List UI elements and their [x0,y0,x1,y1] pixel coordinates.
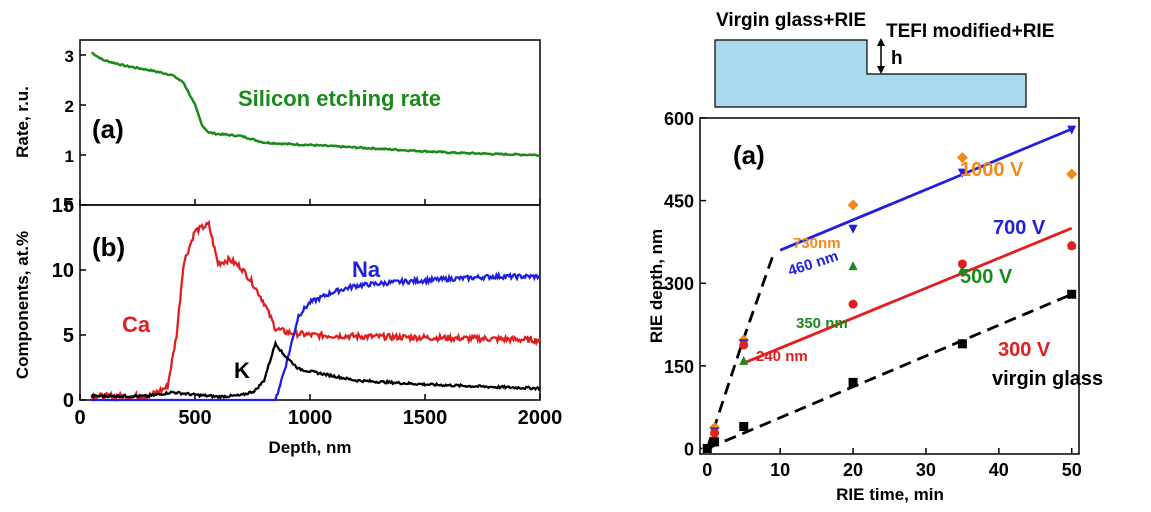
annotation-8: 240 nm [756,348,808,365]
rate-panel: 0 1 2 3 Rate, r.u. (a) Silicon etching rate [13,39,541,216]
annotation-2: 500 V [960,266,1013,288]
fit-line-2 [706,293,1073,450]
marker-triangle-down [848,224,858,234]
series-label-k: K [234,358,250,383]
x-tick-label: 20 [843,460,863,480]
x-tick-label: 1000 [288,407,333,429]
schematic-right-label: TEFI modified+RIE [886,21,1054,42]
marker-triangle-up [957,264,967,274]
marker-square [848,377,858,387]
annotation-7: 350 nm [796,315,848,332]
x-tick-label: 10 [770,460,790,480]
glass-block [714,39,1027,108]
y-tick-label: 0 [65,197,74,216]
annotation-4: virgin glass [992,368,1103,390]
arrow-head-up [877,38,885,46]
x-tick-label: 1500 [403,407,448,429]
arrow-head-down [877,66,885,74]
marker-diamond [847,199,859,211]
series-label-ca: Ca [122,312,151,337]
marker-triangle-down [1067,125,1077,135]
y-tick-label: 0 [684,439,694,459]
y-tick-label: 150 [664,357,694,377]
y-axis-label: RIE depth, nm [647,229,666,343]
fit-line-1 [743,226,1073,365]
panel-label: (a) [733,140,765,170]
y-tick-label: 3 [65,47,74,66]
marker-triangle-up [739,355,749,365]
marker-diamond [956,152,968,164]
x-axis-label: Depth, nm [268,438,351,457]
x-tick-label: 0 [74,407,85,429]
annotation-0: 1000 V [960,159,1024,181]
rie-depth-panel: 0 150 300 450 600 0 10 20 30 40 50 RIE depth, nm RIE… [647,109,1103,504]
marker-circle [739,340,749,350]
fit-line-0 [779,127,1073,252]
y-axis-label: Components, at.% [13,231,32,379]
y-tick-label: 450 [664,192,694,212]
series-line-ca [90,219,542,403]
series-line-na [91,271,541,402]
marker-circle [848,299,858,309]
x-tick-label: 50 [1062,460,1082,480]
x-tick-label: 2000 [518,407,563,429]
annotation-6: 460 nm [786,248,840,280]
marker-square [957,339,967,349]
schematic-diagram: Virgin glass+RIE TEFI modified+RIE h [714,10,1054,108]
marker-circle [1067,241,1077,251]
marker-square [739,421,749,431]
rate-line [90,51,541,157]
y-tick-label: 5 [63,325,74,347]
x-tick-label: 0 [702,460,712,480]
y-tick-label: 10 [52,260,74,282]
panel-label: (a) [92,114,124,144]
marker-square [702,443,712,453]
marker-square [710,437,720,447]
annotation-3: 300 V [998,339,1051,361]
x-axis-label: RIE time, min [836,485,944,504]
y-tick-label: 15 [52,195,74,217]
y-axis-label: Rate, r.u. [13,86,32,158]
annotation-5: 730nm [793,235,841,252]
marker-triangle-down [957,168,967,178]
schematic-step-label: h [891,48,903,69]
x-tick-label: 30 [916,460,936,480]
x-tick-label: 40 [989,460,1009,480]
series-label-na: Na [352,257,381,282]
marker-triangle-up [848,261,858,271]
y-tick-label: 1 [65,147,74,166]
panel-label: (b) [92,232,125,262]
schematic-left-label: Virgin glass+RIE [716,10,866,31]
marker-circle [710,428,720,438]
x-tick-label: 500 [178,407,211,429]
y-tick-label: 600 [664,109,694,129]
marker-circle [957,259,967,269]
y-tick-label: 300 [664,274,694,294]
y-tick-label: 2 [65,97,74,116]
plot-frame [79,39,541,206]
marker-diamond [1066,168,1078,180]
y-tick-label: 0 [63,390,74,412]
series-label: Silicon etching rate [238,86,441,111]
annotation-1: 700 V [993,217,1046,239]
marker-square [1067,289,1077,299]
series-line-k [90,339,541,400]
plot-frame [699,117,1080,455]
